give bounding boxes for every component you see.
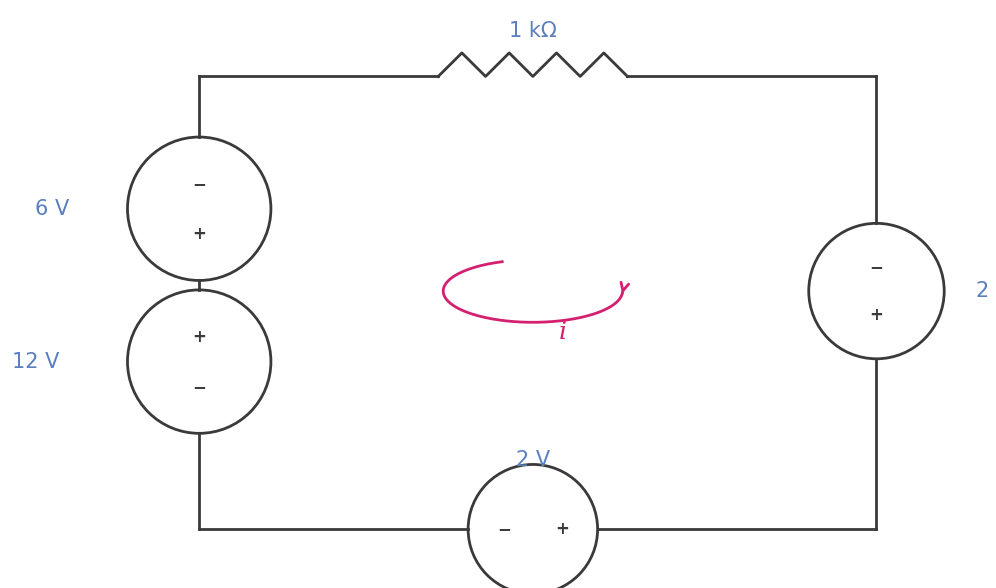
Text: +: + <box>192 328 206 346</box>
Text: −: − <box>192 377 206 396</box>
Text: 2 V: 2 V <box>976 281 996 301</box>
Text: +: + <box>555 520 569 538</box>
Text: −: − <box>497 520 511 538</box>
Text: +: + <box>870 306 883 324</box>
Text: 1 kΩ: 1 kΩ <box>509 21 557 41</box>
Text: 12 V: 12 V <box>12 352 60 372</box>
Text: −: − <box>870 258 883 276</box>
Text: +: + <box>192 225 206 243</box>
Text: 2 V: 2 V <box>516 450 550 470</box>
Text: i: i <box>559 320 567 344</box>
Text: −: − <box>192 175 206 193</box>
Text: 6 V: 6 V <box>36 199 70 219</box>
